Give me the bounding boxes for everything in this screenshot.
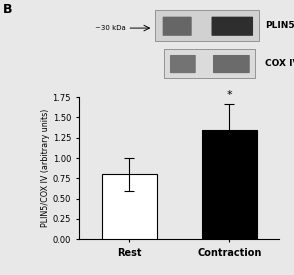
Y-axis label: PLIN5/COX IV (arbitrary units): PLIN5/COX IV (arbitrary units): [41, 109, 50, 227]
Text: PLIN5: PLIN5: [265, 21, 294, 30]
Bar: [155, 10, 259, 41]
Text: *: *: [226, 90, 232, 100]
FancyBboxPatch shape: [213, 55, 250, 73]
Bar: [164, 49, 255, 78]
Bar: [202, 130, 257, 239]
Text: B: B: [3, 3, 12, 16]
Text: ~30 kDa: ~30 kDa: [95, 25, 125, 31]
FancyBboxPatch shape: [163, 17, 192, 36]
FancyBboxPatch shape: [211, 17, 253, 36]
Bar: [102, 174, 157, 239]
Text: COX IV: COX IV: [265, 59, 294, 68]
FancyBboxPatch shape: [170, 55, 196, 73]
